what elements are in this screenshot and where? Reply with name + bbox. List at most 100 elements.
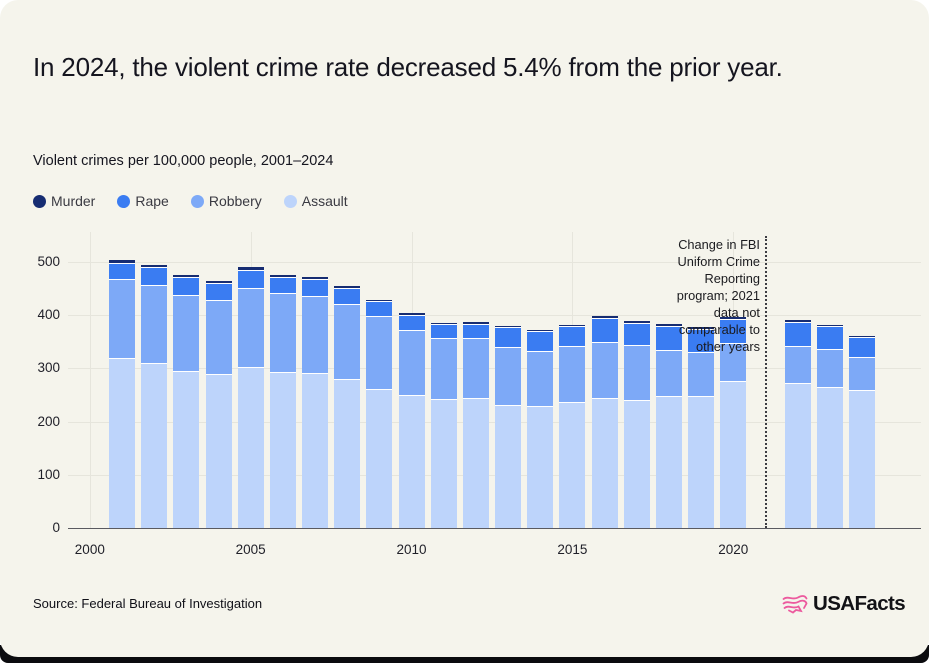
segment-rape-2009	[366, 302, 393, 318]
segment-assault-2012	[462, 398, 489, 528]
segment-robbery-2015	[559, 347, 586, 403]
segment-robbery-2020	[720, 344, 747, 383]
segment-robbery-2018	[655, 351, 682, 398]
bar-2012[interactable]	[462, 322, 489, 528]
legend-item-murder: Murder	[33, 193, 95, 209]
segment-rape-2011	[430, 325, 457, 339]
bar-2019[interactable]	[688, 327, 715, 528]
bar-2001[interactable]	[109, 260, 135, 528]
segment-robbery-2009	[366, 317, 393, 390]
segment-assault-2014	[527, 406, 554, 528]
segment-robbery-2016	[591, 343, 618, 400]
segment-murder-2009	[366, 299, 393, 303]
legend-label-assault: Assault	[301, 193, 348, 209]
bar-2022[interactable]	[784, 319, 811, 528]
legend-item-rape: Rape	[117, 193, 169, 209]
segment-murder-2010	[398, 313, 425, 316]
segment-robbery-2011	[430, 338, 457, 400]
bar-2004[interactable]	[205, 281, 232, 528]
segment-rape-2024	[848, 338, 875, 358]
segment-assault-2011	[430, 399, 457, 528]
bar-2002[interactable]	[141, 265, 168, 528]
segment-rape-2020	[720, 319, 747, 345]
segment-murder-2012	[462, 322, 489, 325]
segment-assault-2003	[173, 371, 200, 528]
segment-assault-2001	[109, 358, 135, 528]
segment-assault-2008	[334, 380, 361, 528]
segment-rape-2004	[205, 283, 232, 302]
legend-label-rape: Rape	[135, 193, 169, 209]
bar-2016[interactable]	[591, 316, 618, 528]
legend-item-assault: Assault	[283, 193, 348, 209]
segment-robbery-2024	[848, 357, 875, 391]
bar-2015[interactable]	[559, 324, 586, 528]
segment-robbery-2019	[688, 352, 715, 397]
segment-murder-2008	[334, 285, 361, 289]
segment-rape-2018	[655, 326, 682, 352]
segment-robbery-2008	[334, 304, 361, 381]
brand-logo: USAFacts	[781, 592, 906, 616]
annotation-2021-note: Change in FBI Uniform Crime Reporting pr…	[676, 237, 760, 354]
bar-2005[interactable]	[237, 267, 264, 528]
bar-2011[interactable]	[430, 322, 457, 528]
bar-2023[interactable]	[816, 324, 843, 528]
bar-2009[interactable]	[366, 299, 393, 528]
segment-murder-2017	[623, 321, 650, 324]
segment-murder-2015	[559, 324, 586, 328]
segment-murder-2014	[527, 329, 554, 332]
bar-2007[interactable]	[302, 276, 329, 528]
segment-assault-2006	[269, 372, 296, 528]
segment-rape-2007	[302, 280, 329, 297]
segment-murder-2024	[848, 335, 875, 339]
gridline-y-200	[68, 421, 921, 423]
segment-assault-2009	[366, 389, 393, 528]
segment-murder-2006	[269, 274, 296, 278]
segment-rape-2003	[173, 277, 200, 296]
segment-rape-2012	[462, 324, 489, 339]
gridline-y-400	[68, 315, 921, 317]
segment-murder-2023	[816, 324, 843, 328]
segment-assault-2017	[623, 401, 650, 528]
segment-murder-2013	[495, 325, 522, 329]
chart-area: 0 100 200 300 400 500 2000 2005 2010 2015 2020	[37, 232, 921, 557]
bar-2014[interactable]	[527, 329, 554, 528]
segment-rape-2008	[334, 288, 361, 305]
gap-year-dotted-line	[765, 236, 768, 528]
segment-robbery-2023	[816, 350, 843, 389]
segment-robbery-2003	[173, 295, 200, 372]
bar-2003[interactable]	[173, 274, 200, 528]
bar-2010[interactable]	[398, 313, 425, 528]
segment-assault-2007	[302, 374, 329, 528]
segment-rape-2001	[109, 263, 135, 281]
bar-2013[interactable]	[495, 325, 522, 528]
segment-assault-2020	[720, 382, 747, 528]
segment-assault-2010	[398, 395, 425, 528]
page-title: In 2024, the violent crime rate decrease…	[33, 52, 783, 82]
brand-name: USAFacts	[813, 592, 906, 615]
segment-robbery-2017	[623, 345, 650, 402]
segment-rape-2006	[269, 277, 296, 295]
gridline-x-2000	[89, 232, 91, 528]
bar-2008[interactable]	[334, 285, 361, 528]
segment-assault-2023	[816, 388, 843, 528]
segment-robbery-2022	[784, 347, 811, 384]
segment-murder-2007	[302, 276, 329, 281]
bar-2020[interactable]	[720, 316, 747, 528]
legend-dot-murder	[33, 194, 46, 208]
segment-assault-2018	[655, 397, 682, 528]
segment-rape-2019	[688, 329, 715, 353]
chart-subtitle: Violent crimes per 100,000 people, 2001–…	[33, 153, 334, 169]
bar-2006[interactable]	[269, 274, 296, 528]
segment-rape-2016	[591, 319, 618, 344]
legend-dot-rape	[117, 194, 131, 208]
segment-assault-2024	[848, 390, 875, 528]
legend-dot-assault	[283, 194, 297, 208]
bar-2018[interactable]	[655, 324, 682, 528]
bar-2024[interactable]	[848, 335, 875, 528]
bar-2017[interactable]	[623, 321, 650, 528]
segment-murder-2004	[205, 281, 232, 284]
segment-robbery-2013	[495, 348, 522, 406]
segment-rape-2017	[623, 323, 650, 346]
